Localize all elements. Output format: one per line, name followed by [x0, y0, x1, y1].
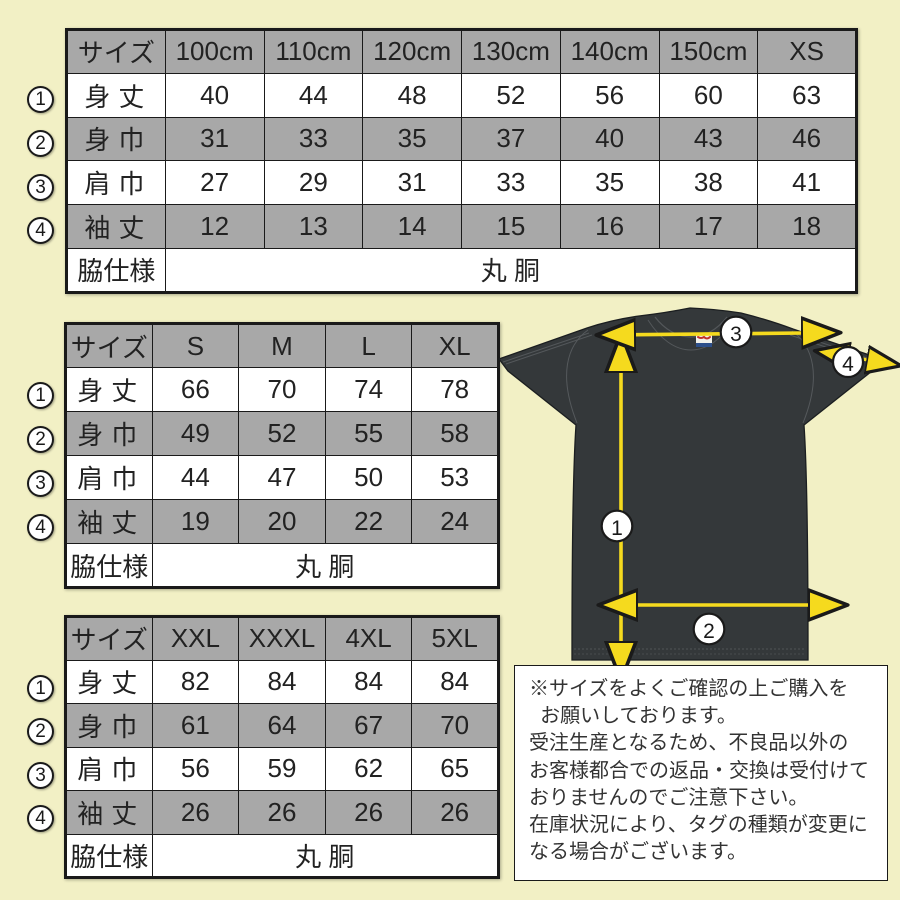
svg-text:4: 4	[842, 353, 854, 376]
svg-text:1: 1	[611, 517, 623, 540]
svg-text:3: 3	[730, 323, 742, 346]
svg-text:2: 2	[703, 620, 715, 643]
